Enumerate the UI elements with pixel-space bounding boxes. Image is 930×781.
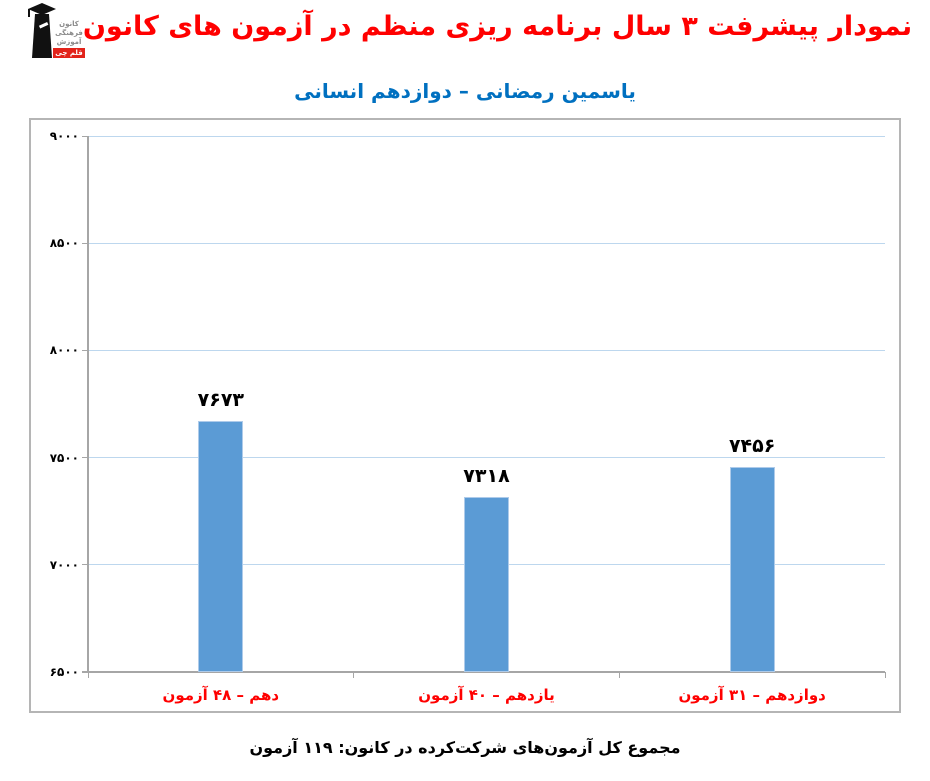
y-axis-tick-label: ۸۵۰۰ xyxy=(49,236,79,251)
y-axis-tick-label: ۸۰۰۰ xyxy=(49,343,79,358)
y-gridline xyxy=(88,349,885,351)
y-gridline xyxy=(88,457,885,459)
x-axis-tick xyxy=(884,672,886,678)
logo-org-line: فرهنگی xyxy=(55,29,83,37)
y-gridline xyxy=(88,242,885,244)
y-axis-tick xyxy=(82,564,88,566)
x-category-label: دهم – ۴۸ آزمون xyxy=(162,686,280,704)
data-bar xyxy=(729,467,775,672)
y-axis-tick xyxy=(82,135,88,137)
logo-org-line: آموزش xyxy=(56,38,82,46)
bar-value-label: ۷۳۱۸ xyxy=(463,464,510,487)
data-bar xyxy=(464,496,509,672)
y-axis-line xyxy=(87,136,89,672)
y-axis-tick xyxy=(82,242,88,244)
x-axis-tick xyxy=(618,672,620,678)
y-gridline xyxy=(88,135,885,137)
x-axis-tick xyxy=(353,672,355,678)
y-axis-tick xyxy=(82,457,88,459)
y-axis-tick-label: ۷۵۰۰ xyxy=(49,450,79,465)
chart-area: ۹۰۰۰ ۸۵۰۰ ۸۰۰۰ ۷۵۰۰ ۷۰۰۰ ۶۵۰۰ ۷۶۷۳ دهم – ۴۸ آزم… xyxy=(29,118,901,713)
bar-value-label: ۷۶۷۳ xyxy=(197,388,245,411)
page-subtitle: یاسمین رمضانی – دوازدهم انسانی xyxy=(294,79,636,103)
y-axis-tick-label: ۹۰۰۰ xyxy=(49,129,79,143)
graduate-silhouette-icon xyxy=(28,3,56,58)
logo-org-line: کانون xyxy=(59,20,79,28)
x-category-label: یازدهم – ۴۰ آزمون xyxy=(418,686,555,704)
logo-brand-badge: قلم چی xyxy=(53,48,85,58)
bar-value-label: ۷۴۵۶ xyxy=(728,435,776,458)
page-title: نمودار پیشرفت ۳ سال برنامه ریزی منظم در … xyxy=(82,11,913,42)
x-axis-tick xyxy=(87,672,89,678)
x-axis-line xyxy=(82,671,885,673)
data-bar xyxy=(198,420,244,672)
x-category-label: دوازدهم – ۳۱ آزمون xyxy=(678,686,826,704)
footer-total-exams: مجموع کل آزمون‌های شرکت‌کرده در کانون: ۱… xyxy=(249,738,681,757)
kanoon-logo: کانون فرهنگی آموزش قلم چی xyxy=(27,2,85,59)
y-axis-tick-label: ۷۰۰۰ xyxy=(49,557,79,572)
y-axis-tick xyxy=(82,349,88,351)
y-axis-tick-label: ۶۵۰۰ xyxy=(49,665,79,679)
logo-text-column: کانون فرهنگی آموزش قلم چی xyxy=(53,2,85,59)
